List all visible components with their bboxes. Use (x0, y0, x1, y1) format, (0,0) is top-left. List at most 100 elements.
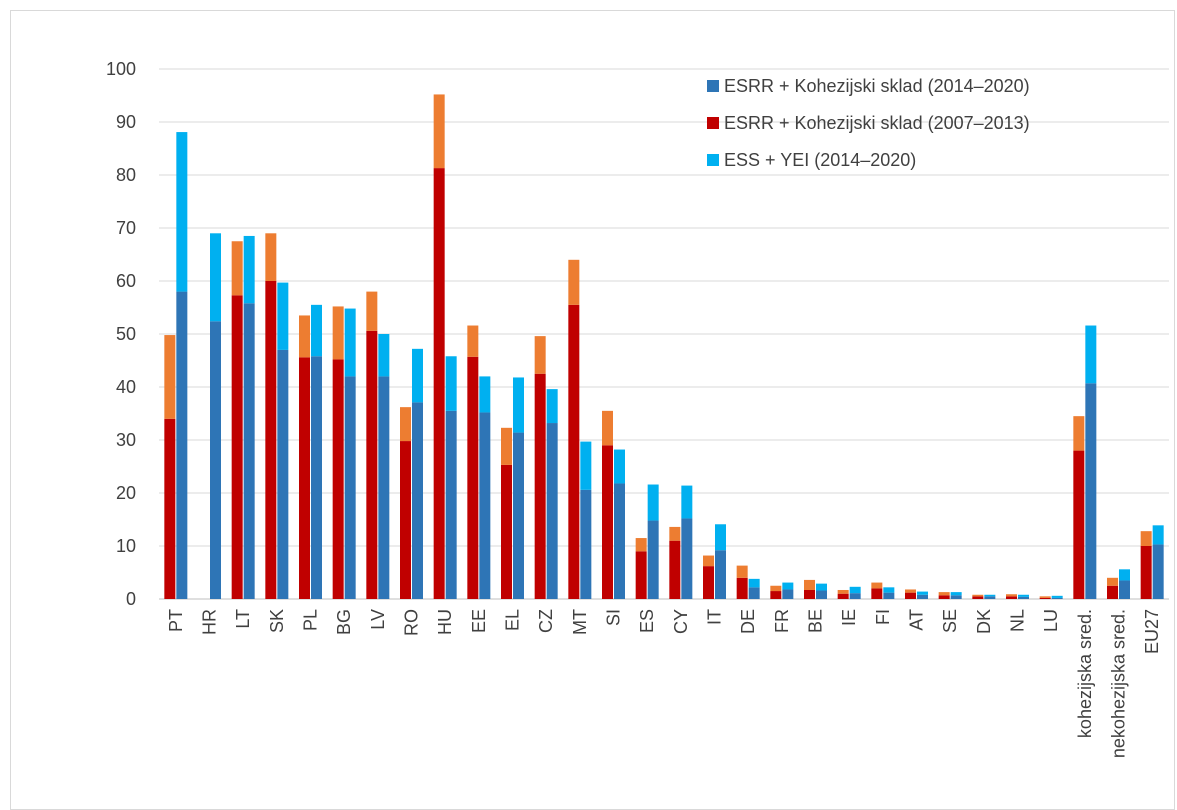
bar-erdf-2007-2013-top-3 (265, 233, 277, 281)
bar-erdf-2007-2013-6 (366, 330, 378, 599)
y-tick-label-100: 100 (106, 59, 136, 79)
x-tick-label-21: FI (873, 609, 893, 625)
x-tick-label-15: CY (671, 609, 691, 634)
bar-erdf-2007-2013-14 (635, 551, 647, 599)
x-tick-label-10: EL (503, 609, 523, 631)
y-tick-label-40: 40 (116, 377, 136, 397)
bar-erdf-2007-2013-24 (972, 596, 984, 599)
bar-erdf-2007-2013-15 (669, 540, 681, 599)
bar-erdf-2014-2020-21 (883, 592, 895, 599)
bar-esf-2014-2020-24 (984, 594, 996, 597)
bar-erdf-2007-2013-top-13 (602, 410, 613, 446)
bar-erdf-2007-2013-11 (534, 373, 546, 599)
x-tick-label-9: EE (469, 609, 489, 633)
bar-esf-2014-2020-3 (277, 282, 289, 350)
bar-erdf-2007-2013-top-21 (871, 582, 883, 589)
bar-erdf-2007-2013-12 (568, 304, 580, 599)
bar-erdf-2007-2013-27 (1073, 450, 1085, 599)
bar-esf-2014-2020-7 (412, 348, 423, 403)
bar-esf-2014-2020-16 (715, 524, 726, 551)
x-tick-label-13: SI (604, 609, 624, 626)
gridlines (159, 68, 1169, 600)
bar-erdf-2014-2020-27 (1085, 383, 1097, 599)
chart-frame: 0 10 20 30 40 50 60 70 80 90 100 PT HR LT SK PL BG LV RO H… (10, 10, 1175, 810)
bar-esf-2014-2020-17 (748, 578, 760, 588)
bar-erdf-2007-2013-top-23 (938, 592, 950, 596)
bar-erdf-2014-2020-25 (1018, 596, 1029, 599)
bar-erdf-2007-2013-5 (332, 359, 344, 599)
bar-erdf-2007-2013-20 (837, 593, 849, 599)
bar-esf-2014-2020-25 (1018, 594, 1029, 597)
bar-erdf-2007-2013-9 (467, 356, 479, 599)
legend: ESRR + Kohezijski sklad (2014–2020) ESRR … (707, 76, 1030, 170)
bar-erdf-2007-2013-28 (1107, 585, 1118, 599)
bar-erdf-2007-2013-29 (1140, 546, 1152, 599)
bar-erdf-2007-2013-top-28 (1107, 577, 1118, 586)
bar-erdf-2014-2020-17 (748, 587, 760, 599)
bar-esf-2014-2020-20 (849, 586, 861, 594)
bar-esf-2014-2020-11 (546, 389, 558, 424)
bar-erdf-2014-2020-2 (243, 303, 255, 599)
x-tick-label-14: ES (637, 609, 657, 633)
y-tick-label-10: 10 (116, 536, 136, 556)
bar-esf-2014-2020-27 (1085, 325, 1097, 384)
bar-erdf-2014-2020-3 (277, 349, 289, 599)
bar-erdf-2007-2013-23 (938, 595, 950, 599)
bar-erdf-2014-2020-0 (176, 291, 188, 599)
bar-erdf-2014-2020-24 (984, 596, 996, 599)
x-tick-label-19: BE (806, 609, 826, 633)
bar-erdf-2007-2013-top-24 (972, 594, 984, 597)
bar-erdf-2007-2013-top-4 (299, 315, 310, 358)
legend-swatch-2 (707, 154, 719, 166)
legend-label-0: ESRR + Kohezijski sklad (2014–2020) (724, 76, 1030, 96)
x-tick-label-12: MT (570, 609, 590, 635)
y-tick-label-80: 80 (116, 165, 136, 185)
x-tick-label-18: FR (772, 609, 792, 633)
bar-esf-2014-2020-0 (176, 132, 188, 292)
y-tick-label-70: 70 (116, 218, 136, 238)
y-tick-label-90: 90 (116, 112, 136, 132)
x-tick-label-3: SK (267, 609, 287, 633)
x-tick-label-29: EU27 (1142, 609, 1162, 654)
x-tick-label-22: AT (907, 609, 927, 631)
bar-erdf-2014-2020-8 (445, 410, 457, 599)
bar-erdf-2014-2020-26 (1051, 597, 1063, 599)
x-tick-label-4: PL (301, 609, 321, 631)
bar-erdf-2014-2020-22 (917, 594, 928, 599)
bar-erdf-2007-2013-top-17 (736, 565, 748, 578)
bar-erdf-2007-2013-25 (1006, 596, 1017, 599)
bar-erdf-2007-2013-8 (433, 168, 445, 600)
y-axis: 0 10 20 30 40 50 60 70 80 90 100 (106, 59, 136, 609)
x-tick-label-5: BG (334, 609, 354, 635)
bar-erdf-2007-2013-top-10 (501, 427, 512, 465)
bar-erdf-2007-2013-top-8 (433, 94, 445, 169)
bars (164, 94, 1164, 600)
bar-esf-2014-2020-26 (1051, 595, 1063, 598)
x-tick-label-17: DE (738, 609, 758, 634)
bar-erdf-2014-2020-18 (782, 589, 794, 599)
bar-erdf-2007-2013-26 (1039, 597, 1051, 599)
x-tick-label-6: LV (368, 609, 388, 630)
x-tick-label-25: NL (1008, 609, 1028, 632)
bar-erdf-2014-2020-20 (849, 593, 861, 599)
bar-erdf-2007-2013-22 (905, 592, 916, 599)
bar-erdf-2014-2020-5 (344, 376, 356, 599)
y-tick-label-60: 60 (116, 271, 136, 291)
bar-erdf-2007-2013-top-12 (568, 259, 580, 305)
legend-label-2: ESS + YEI (2014–2020) (724, 150, 916, 170)
bar-esf-2014-2020-21 (883, 587, 895, 593)
bar-erdf-2014-2020-28 (1119, 580, 1130, 599)
bar-erdf-2007-2013-17 (736, 577, 748, 599)
bar-erdf-2014-2020-12 (580, 489, 592, 599)
x-tick-label-28: nekohezijska sred. (1109, 609, 1129, 758)
y-tick-label-30: 30 (116, 430, 136, 450)
bar-erdf-2014-2020-16 (715, 550, 726, 599)
bar-erdf-2007-2013-3 (265, 281, 277, 599)
bar-erdf-2007-2013-top-5 (332, 306, 344, 360)
x-tick-label-1: HR (200, 609, 220, 635)
bar-esf-2014-2020-10 (513, 377, 524, 433)
bar-esf-2014-2020-2 (243, 235, 255, 304)
bar-erdf-2014-2020-7 (412, 402, 423, 599)
bar-esf-2014-2020-22 (917, 591, 928, 595)
bar-erdf-2007-2013-top-2 (231, 241, 243, 296)
